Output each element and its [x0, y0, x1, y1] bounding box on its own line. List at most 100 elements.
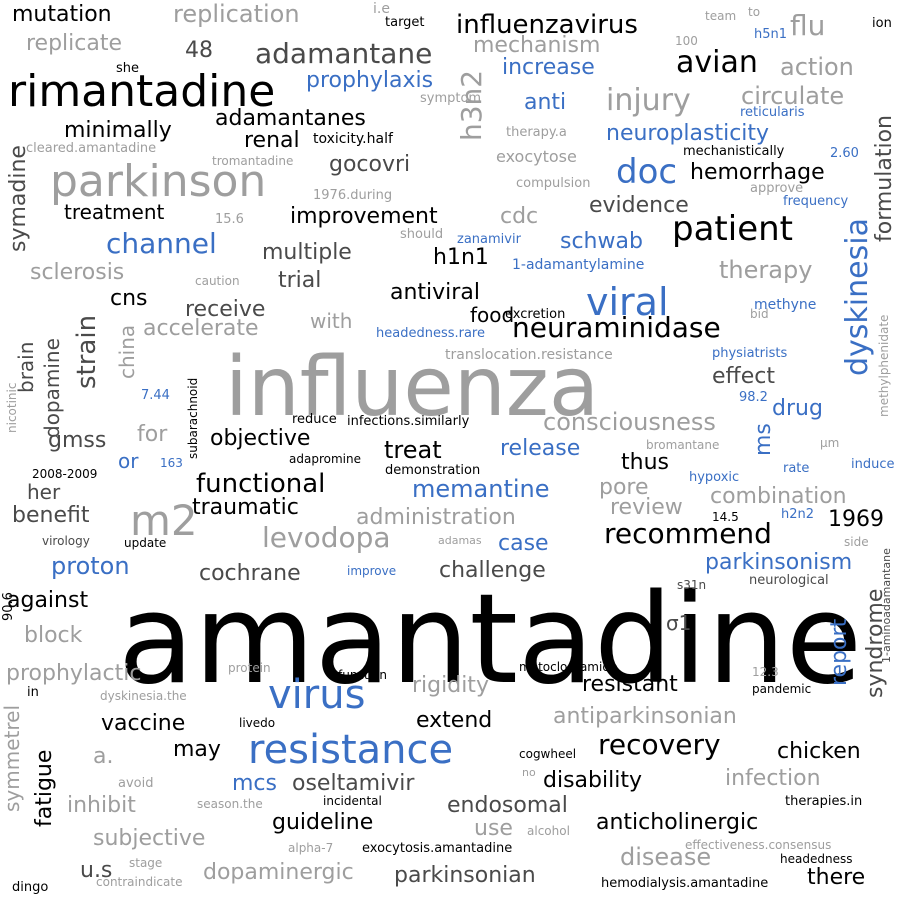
cloud-word: channel: [106, 227, 217, 260]
cloud-word: 2008-2009: [32, 467, 98, 481]
cloud-word: i.e: [373, 1, 390, 17]
cloud-word: recommend: [604, 517, 772, 550]
cloud-word: induce: [851, 457, 895, 472]
cloud-word: h2n2: [781, 507, 815, 522]
cloud-word: with: [310, 309, 353, 333]
cloud-word: headedness.rare: [376, 326, 485, 341]
cloud-word: disease: [620, 843, 712, 871]
cloud-word: effect: [712, 364, 775, 389]
cloud-word: a.: [93, 744, 114, 769]
cloud-word: cleared.amantadine: [26, 141, 157, 156]
cloud-word: cochrane: [199, 561, 301, 586]
cloud-word: flu: [790, 9, 826, 42]
cloud-word: circulate: [741, 82, 845, 110]
cloud-word: for: [137, 422, 168, 447]
cloud-word: 48: [185, 38, 213, 63]
cloud-word: treat: [384, 436, 442, 464]
cloud-word: target: [385, 15, 425, 30]
cloud-word: function: [338, 668, 388, 682]
cloud-word: injury: [606, 83, 691, 118]
cloud-word: subjective: [93, 826, 206, 851]
cloud-word: pandemic: [752, 682, 812, 696]
cloud-word: adamas: [438, 534, 482, 547]
cloud-word: in: [27, 685, 39, 700]
cloud-word: administration: [356, 505, 516, 530]
cloud-word: case: [498, 531, 549, 556]
cloud-word: frequency: [783, 194, 849, 209]
cloud-word: 2.60: [830, 146, 859, 161]
cloud-word: symmetrel: [0, 704, 24, 812]
cloud-word: cdc: [500, 204, 539, 229]
cloud-word: bid: [750, 307, 769, 321]
cloud-word: inhibit: [67, 793, 136, 818]
cloud-word: 15.6: [215, 212, 244, 227]
cloud-word: subarachnoid: [186, 377, 200, 459]
cloud-word: hemodialysis.amantadine: [601, 876, 769, 891]
cloud-word: neuraminidase: [512, 311, 721, 344]
cloud-word: 14.5: [712, 510, 739, 524]
cloud-word: side: [844, 535, 869, 549]
cloud-word: 163: [160, 456, 183, 470]
cloud-word: adapromine: [289, 452, 361, 466]
cloud-word: incidental: [323, 794, 382, 808]
cloud-word: influenza: [225, 340, 600, 435]
cloud-word: guideline: [272, 810, 374, 835]
cloud-word: rate: [783, 461, 810, 476]
cloud-word: chicken: [777, 739, 861, 764]
cloud-word: toxicity.half: [313, 131, 393, 147]
cloud-word: renal: [244, 128, 300, 153]
cloud-word: dingo: [12, 880, 49, 895]
cloud-word: hypoxic: [689, 470, 740, 485]
cloud-word: zanamivir: [457, 232, 521, 247]
cloud-word: combination: [710, 484, 847, 509]
cloud-word: alcohol: [527, 824, 570, 838]
cloud-word: formulation: [872, 115, 897, 242]
cloud-word: schwab: [560, 229, 643, 254]
cloud-word: against: [7, 588, 89, 613]
cloud-word: rigidity: [412, 673, 489, 698]
cloud-word: resistance: [248, 727, 454, 773]
cloud-word: update: [124, 536, 167, 550]
cloud-word: ms: [751, 423, 776, 456]
cloud-word: mechanistically: [683, 144, 785, 159]
cloud-word: cogwheel: [519, 747, 577, 761]
cloud-word: m2: [130, 496, 198, 545]
cloud-word: increase: [502, 55, 595, 80]
cloud-word: sclerosis: [30, 260, 125, 285]
cloud-word: 100: [675, 34, 698, 48]
cloud-word: mcs: [232, 771, 277, 796]
cloud-word: pore: [599, 475, 649, 500]
cloud-word: hemorrhage: [690, 160, 825, 185]
cloud-word: amantadine: [118, 568, 862, 712]
cloud-word: objective: [210, 426, 311, 451]
cloud-word: season.the: [197, 797, 263, 811]
cloud-word: resistant: [582, 672, 678, 697]
cloud-word: 1-aminoadamantane: [880, 548, 893, 663]
cloud-word: 98.2: [739, 390, 768, 405]
cloud-word: bromantane: [646, 438, 720, 452]
cloud-word: accelerate: [143, 316, 259, 341]
cloud-word: strain: [72, 314, 102, 389]
cloud-word: antiparkinsonian: [553, 704, 737, 729]
cloud-word: mechanism: [473, 33, 601, 58]
cloud-word: doc: [616, 152, 678, 192]
cloud-word: tromantadine: [212, 154, 294, 168]
cloud-word: h5n1: [754, 27, 788, 42]
cloud-word: excretion: [505, 307, 566, 322]
cloud-word: dopaminergic: [203, 860, 354, 885]
cloud-word: consciousness: [543, 408, 716, 436]
cloud-word: neuroplasticity: [606, 121, 770, 146]
cloud-word: infection: [725, 766, 821, 791]
cloud-word: review: [610, 495, 683, 520]
cloud-word: livedo: [239, 716, 276, 730]
cloud-word: drug: [772, 396, 823, 421]
cloud-word: approve: [750, 181, 804, 196]
cloud-word: functional: [196, 469, 326, 499]
cloud-word: virology: [42, 534, 90, 548]
cloud-word: minimally: [64, 118, 172, 143]
cloud-word: no: [522, 766, 536, 779]
cloud-word: exocytosis.amantadine: [362, 841, 513, 856]
cloud-word: to: [748, 5, 761, 19]
cloud-word: µm: [820, 436, 840, 450]
cloud-word: block: [24, 623, 83, 648]
